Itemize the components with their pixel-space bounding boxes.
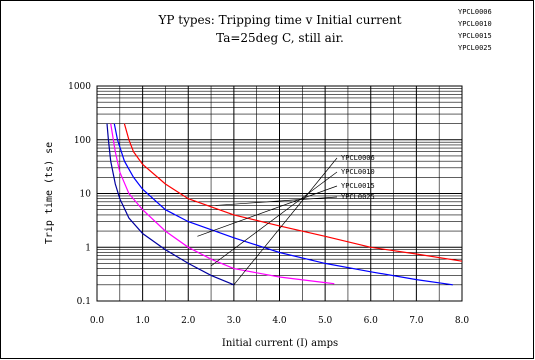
x-tick-label: 4.0 — [272, 316, 287, 326]
x-tick-label: 3.0 — [227, 316, 242, 326]
annotation-label: YPCL0015 — [341, 182, 375, 190]
y-tick-labels: 0.1 1 10 100 1000 — [68, 82, 91, 307]
annotation-leader-line — [215, 196, 338, 206]
legend-entry-3: YPCL0015 — [458, 32, 492, 40]
annotation-label: YPCL0006 — [341, 154, 375, 162]
series-line-ypcl0015 — [113, 123, 453, 286]
series-group — [106, 123, 463, 286]
y-tick-label: 1000 — [68, 82, 91, 92]
x-tick-label: 0.0 — [90, 316, 105, 326]
x-axis-label: Initial current (I) amps — [222, 338, 338, 349]
y-tick-label: 0.1 — [77, 297, 91, 307]
y-tick-label: 10 — [80, 190, 92, 200]
x-tick-label: 2.0 — [181, 316, 196, 326]
x-tick-label: 5.0 — [318, 316, 333, 326]
legend-entry-2: YPCL0010 — [458, 20, 492, 28]
series-line-ypcl0010 — [110, 123, 335, 285]
y-tick-label: 100 — [74, 136, 91, 146]
chart-title-line2: Ta=25deg C, still air. — [216, 31, 344, 45]
x-tick-label: 6.0 — [364, 316, 379, 326]
annotation-group: YPCL0006 YPCL0010 YPCL0015 YPCL0025 — [197, 154, 375, 286]
annotation-leader-line — [210, 171, 338, 267]
chart-title-line1: YP types: Tripping time v Initial curren… — [157, 13, 401, 27]
legend-entry-4: YPCL0025 — [458, 44, 492, 52]
annotation-leader-line — [233, 157, 338, 286]
y-tick-label: 1 — [85, 243, 91, 253]
annotation-label: YPCL0025 — [341, 193, 375, 201]
x-tick-label: 8.0 — [455, 316, 470, 326]
x-tick-labels: 0.0 1.0 2.0 3.0 4.0 5.0 6.0 7.0 8.0 — [90, 316, 470, 326]
legend-entry-1: YPCL0006 — [458, 8, 492, 16]
series-line-ypcl0006 — [106, 123, 235, 286]
grid — [97, 86, 462, 302]
x-tick-label: 7.0 — [409, 316, 424, 326]
annotation-leader-line — [197, 185, 338, 237]
legend: YPCL0006 YPCL0010 YPCL0015 YPCL0025 — [458, 8, 492, 52]
annotation-label: YPCL0010 — [341, 168, 375, 176]
y-axis-label: Trip time (ts) se — [44, 142, 55, 244]
series-line-ypcl0025 — [123, 123, 463, 262]
x-tick-label: 1.0 — [135, 316, 150, 326]
